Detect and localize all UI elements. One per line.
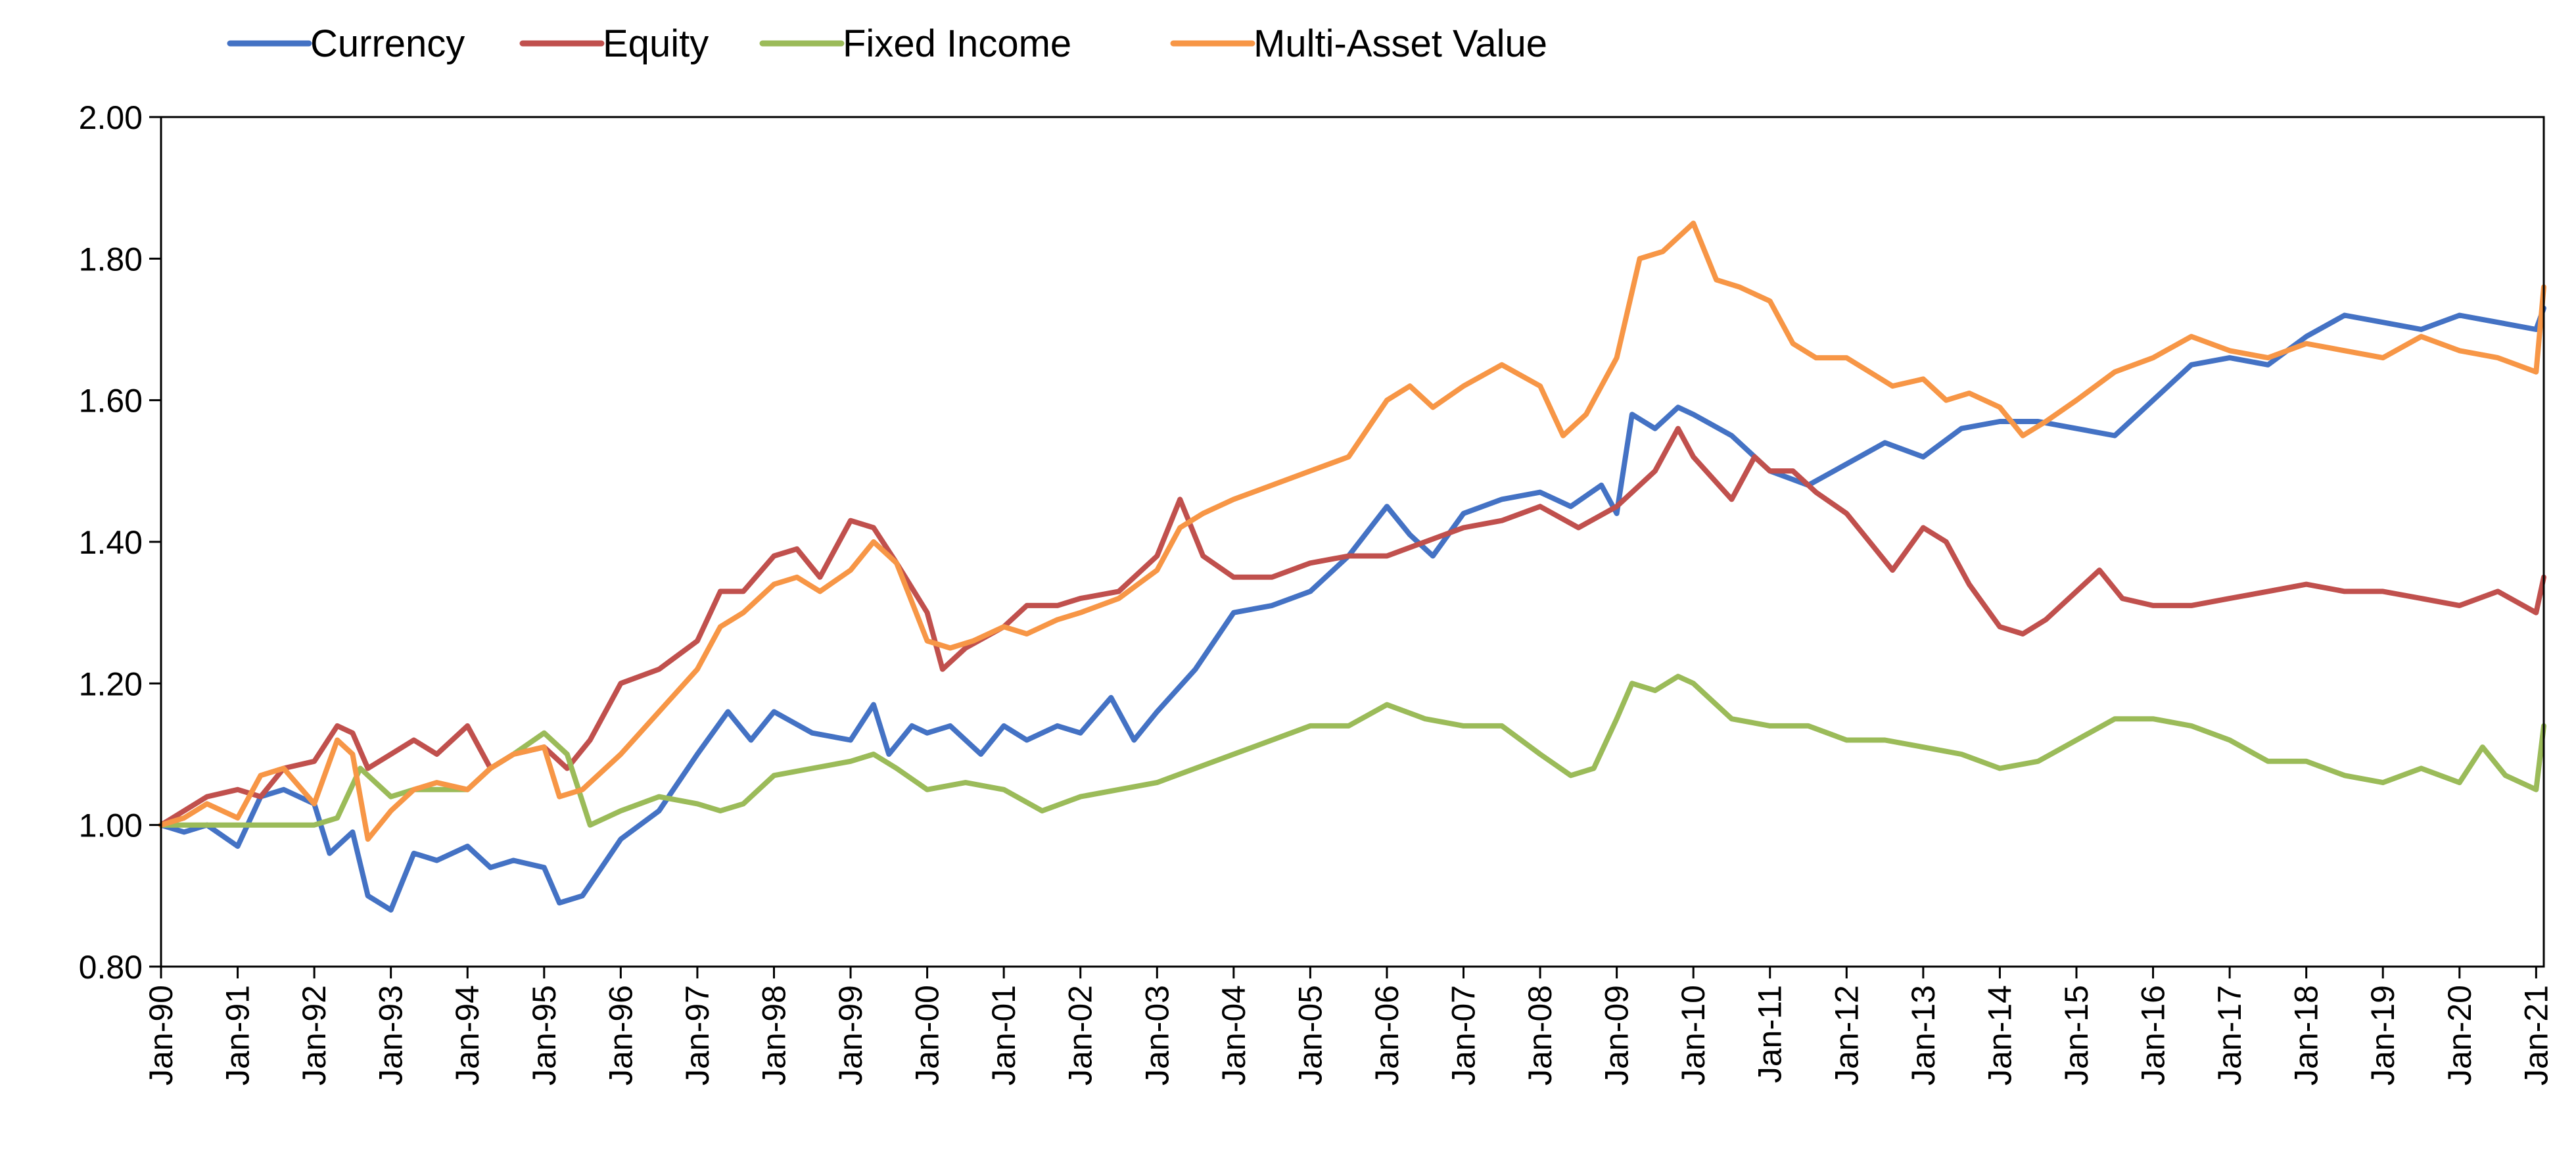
series-line-equity	[158, 425, 2546, 828]
x-tick-label: Jan-11	[1752, 985, 1789, 1083]
legend-item: Currency	[227, 22, 465, 65]
x-tick-label: Jan-16	[2135, 985, 2172, 1086]
x-tick-label: Jan-91	[220, 985, 256, 1086]
plot-area	[160, 116, 2545, 968]
x-tick-label: Jan-13	[1905, 985, 1942, 1086]
x-tick-label: Jan-15	[2058, 985, 2095, 1086]
x-tick-label: Jan-96	[602, 985, 639, 1086]
x-tick-label: Jan-19	[2364, 985, 2401, 1086]
x-tick-label: Jan-04	[1215, 985, 1252, 1086]
x-axis: Jan-90 Jan-91 Jan-92 Jan-93 Jan-94 Jan-95 Jan-…	[143, 967, 2554, 1086]
x-tick-label: Jan-99	[832, 985, 869, 1086]
y-tick-label: 1.60	[79, 383, 143, 420]
x-tick-label: Jan-95	[526, 985, 563, 1086]
x-tick-label: Jan-07	[1445, 985, 1482, 1086]
series-line-currency	[158, 305, 2546, 913]
x-tick-label: Jan-09	[1599, 985, 1635, 1086]
x-tick-label: Jan-93	[373, 985, 410, 1086]
legend: Currency Equity Fixed Income Multi-Asset Va…	[227, 22, 1547, 65]
y-tick-label: 2.00	[79, 99, 143, 136]
legend-label: Fixed Income	[843, 22, 1071, 65]
x-tick-label: Jan-90	[143, 985, 179, 1086]
y-tick-label: 1.20	[79, 665, 143, 702]
legend-item: Equity	[519, 22, 709, 65]
x-tick-label: Jan-05	[1292, 985, 1328, 1086]
x-tick-label: Jan-08	[1522, 985, 1558, 1086]
y-tick-label: 0.80	[79, 949, 143, 986]
y-tick-label: 1.80	[79, 241, 143, 277]
x-tick-label: Jan-00	[909, 985, 946, 1086]
x-tick-label: Jan-94	[449, 985, 486, 1086]
x-tick-label: Jan-98	[755, 985, 792, 1086]
legend-label: Multi-Asset Value	[1253, 22, 1547, 65]
x-tick-label: Jan-06	[1369, 985, 1405, 1086]
y-tick-label: 1.00	[79, 807, 143, 844]
x-tick-label: Jan-14	[1981, 985, 2018, 1086]
legend-label: Currency	[310, 22, 465, 65]
x-tick-label: Jan-02	[1062, 985, 1099, 1086]
x-tick-label: Jan-92	[296, 985, 333, 1086]
x-tick-label: Jan-01	[985, 985, 1022, 1086]
y-axis: 0.80 1.00 1.20 1.40 1.60 1.80 2.00	[79, 99, 161, 986]
x-tick-label: Jan-12	[1828, 985, 1865, 1086]
x-tick-label: Jan-18	[2288, 985, 2325, 1086]
x-tick-label: Jan-17	[2211, 985, 2248, 1086]
y-tick-label: 1.40	[79, 524, 143, 561]
x-tick-label: Jan-97	[679, 985, 716, 1086]
legend-item: Fixed Income	[759, 22, 1071, 65]
x-tick-label: Jan-10	[1675, 985, 1712, 1086]
legend-label: Equity	[603, 22, 709, 65]
legend-item: Multi-Asset Value	[1170, 22, 1547, 65]
x-tick-label: Jan-20	[2441, 985, 2478, 1086]
x-tick-label: Jan-21	[2517, 985, 2554, 1086]
x-tick-label: Jan-03	[1138, 985, 1175, 1086]
series-line-multi-asset-value	[158, 220, 2546, 842]
series-lines	[158, 220, 2546, 913]
